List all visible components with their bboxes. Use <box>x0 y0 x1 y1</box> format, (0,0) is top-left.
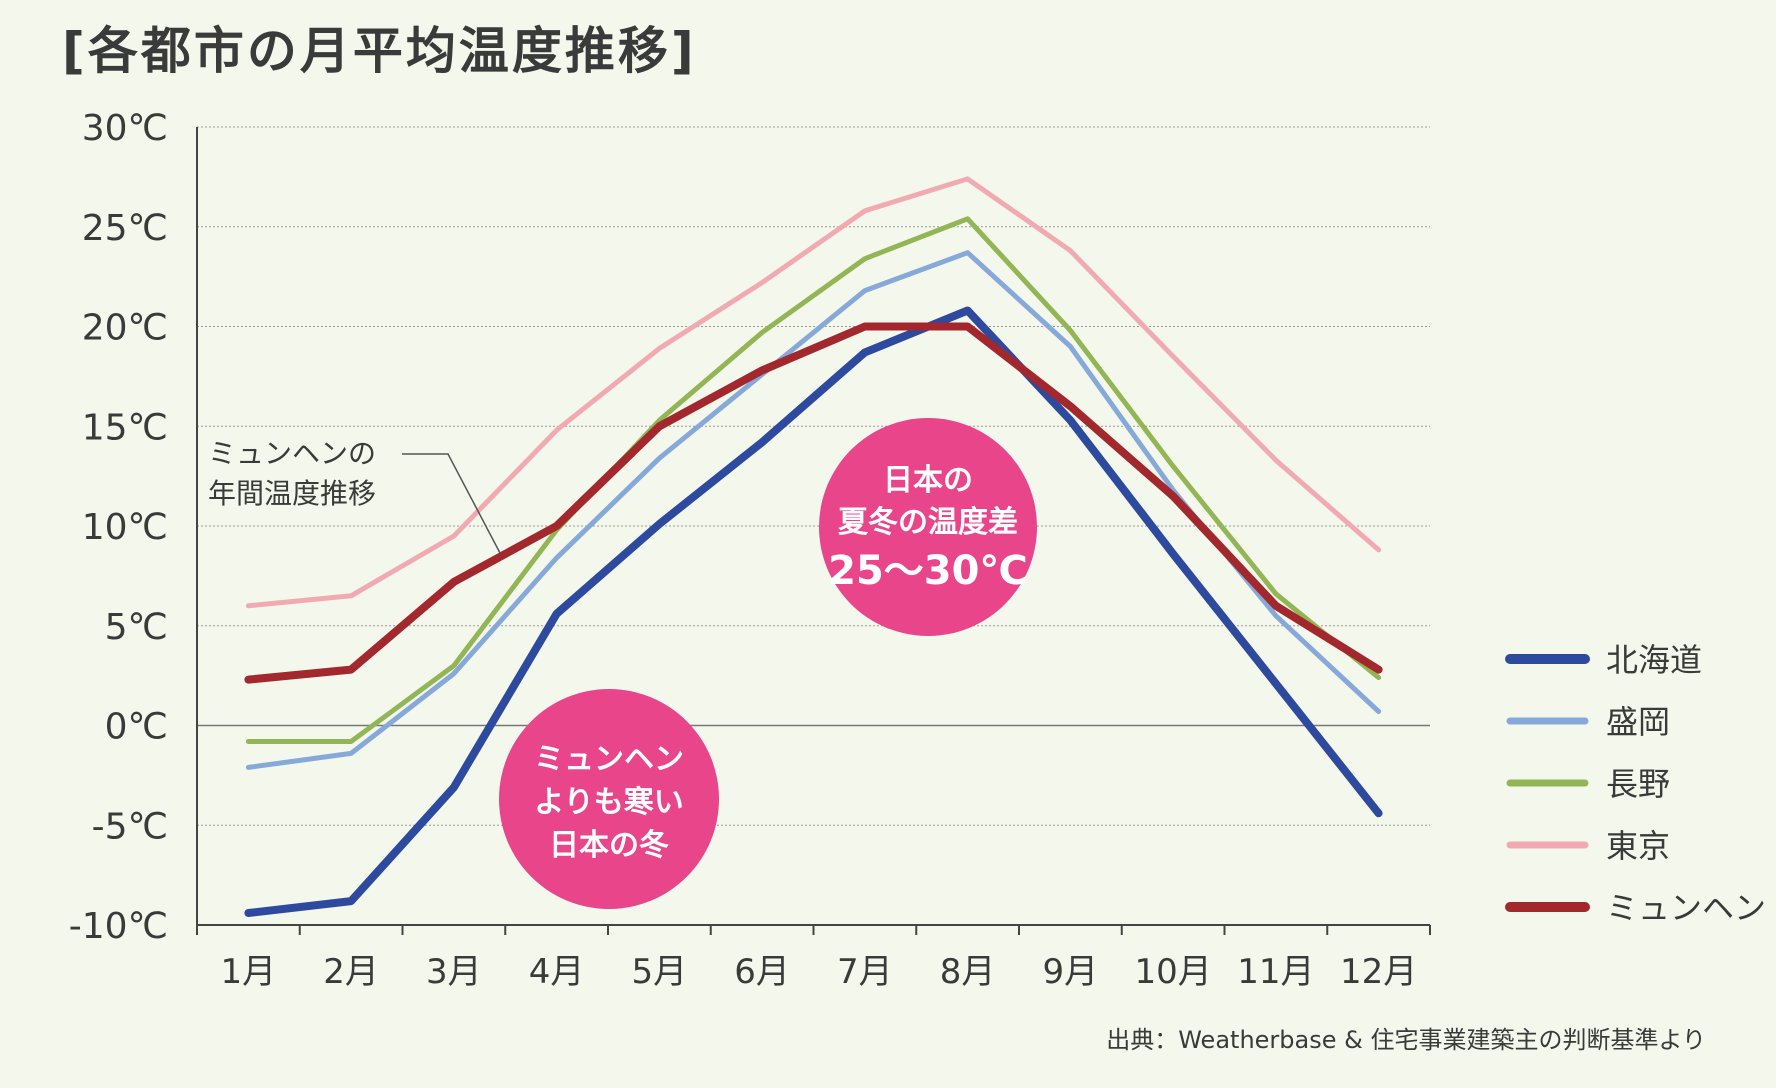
series-line <box>244 306 1383 917</box>
series-line <box>244 322 1383 684</box>
x-tick-label: 9月 <box>1043 952 1099 992</box>
winter-bubble-text: よりも寒い <box>534 785 683 820</box>
y-tick-label: -10℃ <box>69 906 168 947</box>
y-tick-label: 20℃ <box>82 308 168 349</box>
summer-bubble <box>819 418 1037 636</box>
x-tick-label: 6月 <box>734 952 790 992</box>
winter-bubble <box>499 689 719 909</box>
callout-label: ミュンヘンの <box>208 437 376 470</box>
x-tick-label: 11月 <box>1237 952 1314 992</box>
y-tick-label: 10℃ <box>82 507 168 548</box>
series-layer <box>244 176 1383 917</box>
callout-label: 年間温度推移 <box>208 477 376 510</box>
x-tick-label: 1月 <box>221 952 277 992</box>
source-note: 出典：Weatherbase & 住宅事業建築主の判断基準より <box>1106 1026 1706 1054</box>
winter-bubble-text: 日本の冬 <box>549 828 669 863</box>
grid-layer <box>197 126 1430 826</box>
summer-bubble-text: 日本の <box>883 463 973 498</box>
chart-title: [各都市の月平均温度推移] <box>62 22 697 80</box>
x-tick-label: 12月 <box>1340 952 1417 992</box>
x-tick-label: 5月 <box>632 952 688 992</box>
y-tick-label: 5℃ <box>105 607 168 648</box>
axis-layer: 30℃ 25℃ 20℃ 15℃ 10℃ 5℃ 0℃ -5℃ -10℃ 1月 2月 3月 4月 5月 6月 7月… <box>69 108 1431 992</box>
y-tick-label: 0℃ <box>105 707 168 748</box>
summer-bubble-text: 夏冬の温度差 <box>838 505 1018 540</box>
series-line <box>245 176 1382 609</box>
summer-bubble-text: 25〜30℃ <box>828 548 1028 594</box>
winter-bubble-text: ミュンヘン <box>534 742 684 777</box>
legend-label: 東京 <box>1606 827 1670 865</box>
y-tick-label: 30℃ <box>82 108 168 149</box>
legend-label: 盛岡 <box>1606 703 1670 741</box>
series-line <box>245 216 1382 744</box>
x-tick-label: 10月 <box>1134 952 1211 992</box>
y-tick-label: 25℃ <box>82 208 168 249</box>
y-tick-label: 15℃ <box>82 407 168 448</box>
x-tick-label: 2月 <box>323 952 379 992</box>
x-tick-label: 8月 <box>940 952 996 992</box>
y-tick-label: -5℃ <box>92 806 168 847</box>
callout-leader-line <box>402 453 501 554</box>
legend-label: 北海道 <box>1606 641 1702 679</box>
x-tick-label: 3月 <box>426 952 482 992</box>
x-tick-label: 4月 <box>529 952 585 992</box>
legend-label: 長野 <box>1606 765 1670 803</box>
legend-label: ミュンヘン <box>1606 889 1766 927</box>
x-tick-label: 7月 <box>837 952 893 992</box>
